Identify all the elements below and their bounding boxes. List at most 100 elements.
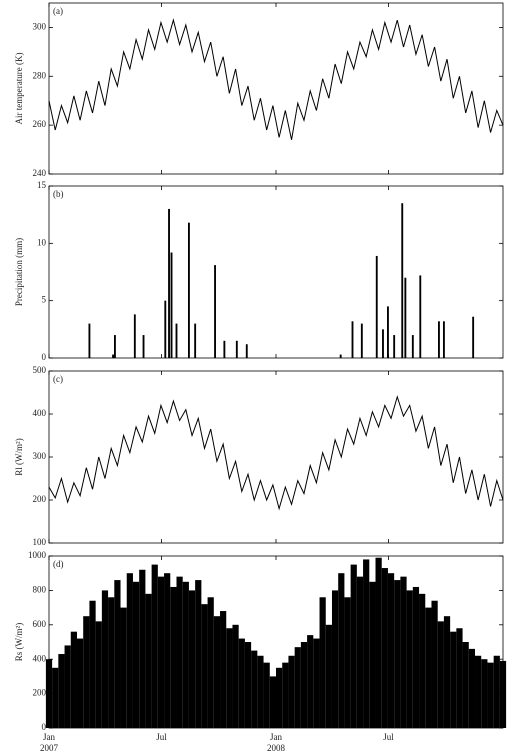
data-line [48, 395, 504, 511]
bar [157, 576, 165, 728]
bar [338, 573, 345, 728]
bar [375, 255, 378, 358]
bar [344, 597, 351, 728]
bar [356, 576, 364, 728]
bar [442, 321, 445, 358]
bar [351, 321, 354, 358]
bar [95, 621, 102, 728]
panel: 100 200 300 400 500 (c) Rl (W/m²) [14, 365, 504, 547]
year-label: 2008 [267, 743, 286, 753]
bar [393, 335, 396, 358]
panel-label: (a) [53, 6, 63, 16]
bar [220, 611, 227, 728]
bar [339, 354, 342, 358]
bar [257, 655, 264, 728]
bar [360, 323, 363, 358]
y-tick-label: 10 [37, 237, 47, 247]
bar [201, 604, 208, 728]
bar [400, 576, 407, 728]
bar [251, 650, 258, 728]
y-tick-label: 100 [33, 537, 47, 547]
bar [58, 654, 65, 728]
bar [108, 597, 115, 728]
y-tick-label: 0 [42, 722, 47, 732]
bar [238, 638, 245, 728]
bar [89, 600, 96, 728]
year-label: 2007 [40, 743, 59, 753]
bar [382, 329, 384, 358]
y-tick-label: 500 [33, 365, 47, 375]
bar [425, 607, 432, 728]
bar [232, 624, 239, 728]
bar [493, 655, 500, 728]
bar [307, 635, 314, 728]
bar [194, 323, 197, 358]
bar [207, 597, 214, 728]
bar [187, 222, 190, 358]
panel-label: (d) [53, 559, 64, 569]
y-tick-label: 280 [33, 70, 47, 80]
data-line [48, 18, 504, 140]
bar [175, 323, 178, 358]
bar [319, 597, 326, 728]
bar [401, 203, 404, 358]
bar [431, 600, 438, 728]
bar [381, 568, 388, 728]
panel-frame [48, 185, 504, 359]
bar [142, 335, 145, 358]
x-tick-label: Jan [270, 732, 282, 742]
bar [276, 667, 283, 728]
bar [487, 662, 494, 728]
bar [499, 660, 507, 728]
bar [363, 559, 370, 728]
bar [313, 638, 320, 728]
bar [170, 252, 173, 358]
bar [282, 662, 289, 728]
bar [481, 659, 488, 728]
bar [472, 316, 475, 358]
panel-frame [48, 2, 504, 175]
bar [145, 593, 152, 728]
bar [375, 557, 382, 728]
bar [288, 655, 295, 728]
y-tick-label: 300 [33, 451, 47, 461]
bar [456, 628, 463, 728]
bar [419, 593, 426, 728]
y-tick-label: 5 [42, 295, 47, 305]
bar [88, 323, 91, 358]
y-tick-label: 400 [33, 653, 47, 663]
bar [151, 564, 158, 728]
panel: 240 260 280 300 (a) Air temperature (K) [14, 2, 504, 178]
bar [114, 580, 121, 728]
bar [120, 607, 127, 728]
bar [294, 647, 301, 728]
bar [419, 275, 422, 358]
bar [369, 581, 376, 728]
bar [406, 590, 413, 728]
panel: 0 200 400 600 800 1000 (d) Rs (W/m²) Jan Jul Jan Ju… [14, 550, 507, 753]
bar [112, 354, 114, 358]
x-tick-label: Jan [43, 732, 55, 742]
panel: 0 5 10 15 (b) Precipitation (mm) [14, 180, 504, 362]
y-tick-label: 15 [37, 180, 47, 190]
bar [443, 616, 451, 728]
bar [188, 590, 196, 728]
panel-label: (b) [53, 189, 64, 199]
bar [52, 667, 59, 728]
bar [437, 621, 444, 728]
x-tick-label: Jul [383, 732, 394, 742]
bar [300, 642, 308, 728]
bar [438, 321, 440, 358]
bar [182, 581, 189, 728]
y-tick-label: 600 [33, 619, 47, 629]
bar [387, 573, 395, 728]
bar [325, 624, 332, 728]
y-axis-label: Rl (W/m²) [14, 438, 24, 475]
bar [331, 590, 339, 728]
y-axis-label: Precipitation (mm) [14, 238, 24, 306]
bar [168, 208, 170, 358]
bar [132, 581, 140, 728]
bar [462, 642, 469, 728]
bar [176, 576, 183, 728]
